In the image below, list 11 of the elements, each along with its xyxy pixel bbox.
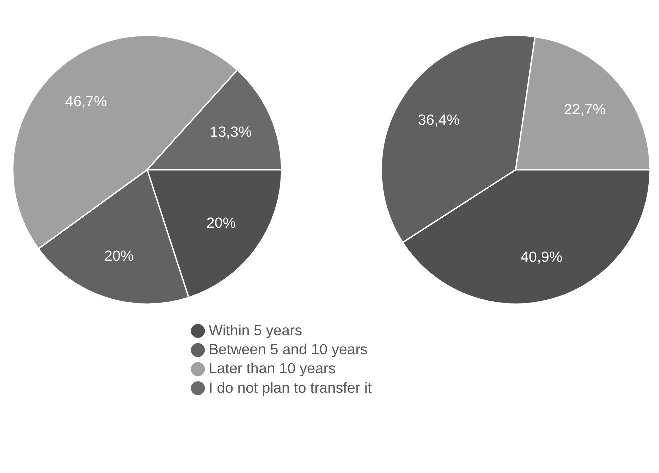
data-label: 46,7% [65, 94, 108, 110]
data-label: 13,3% [210, 125, 252, 142]
legend-label: Between 5 and 10 years [208, 342, 368, 359]
legend-label: Later than 10 years [208, 362, 336, 378]
data-label: 20% [206, 216, 236, 232]
legend-label: I do not plan to transfer it [208, 380, 372, 397]
data-label: 22,7% [564, 102, 606, 118]
data-label: 36,4% [418, 112, 460, 129]
data-label: 20% [104, 249, 134, 266]
data-label: 40,9% [520, 250, 563, 266]
legend-label: Within 5 years [208, 324, 302, 340]
